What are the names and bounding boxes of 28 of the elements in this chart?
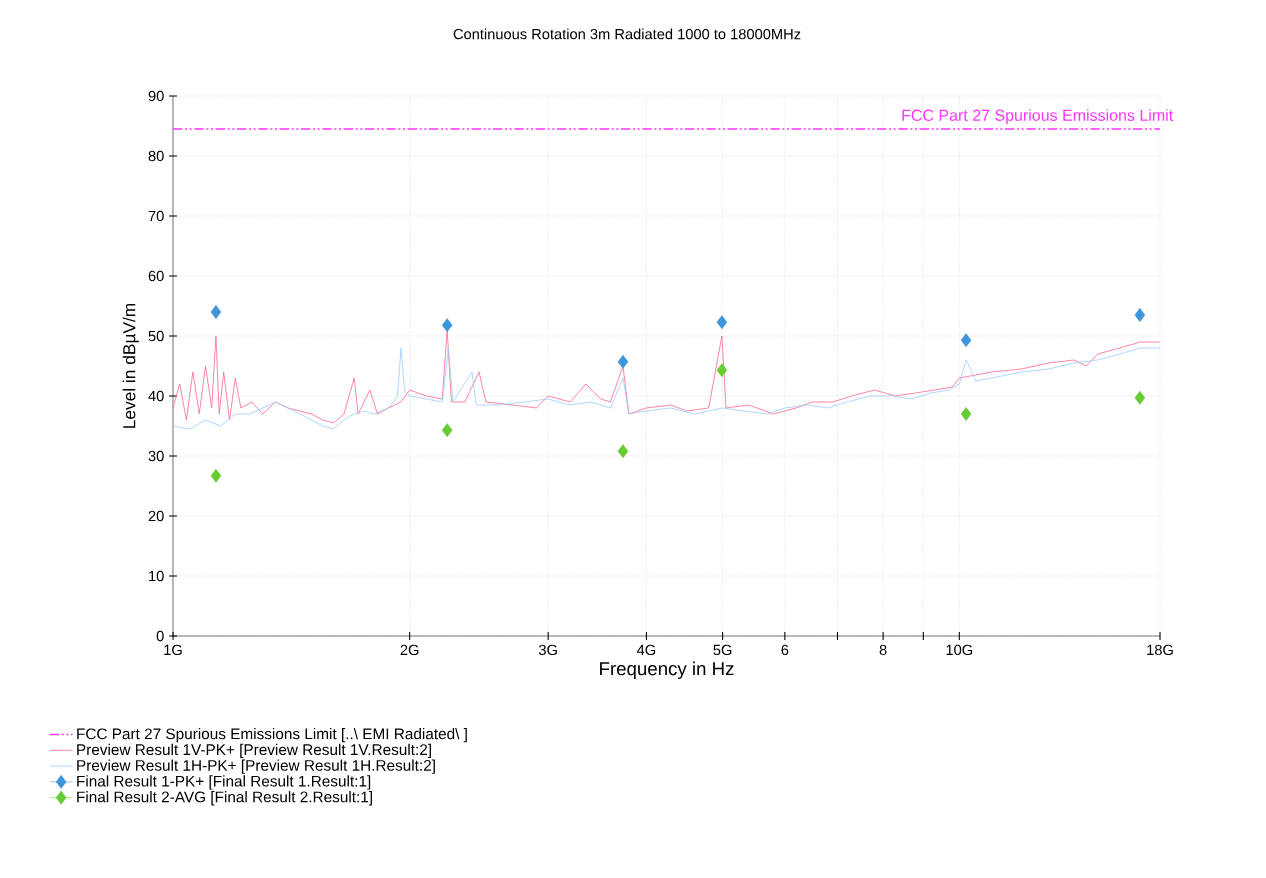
y-tick-label: 20	[148, 510, 164, 522]
y-tick-label: 30	[148, 450, 164, 462]
y-tick-label: 50	[148, 330, 164, 342]
x-tick-label: 18G	[1147, 644, 1173, 656]
x-tick-label: 6	[781, 644, 789, 656]
legend-label: FCC Part 27 Spurious Emissions Limit [..\ EMI Radiated\ ]	[77, 728, 467, 743]
x-tick-label: 3G	[538, 644, 557, 656]
x-tick-label: 8	[879, 644, 887, 656]
x-tick-label: 1G	[164, 644, 182, 656]
y-axis-title: Level in dBµV/m	[122, 303, 139, 428]
legend-label: Final Result 2-AVG [Final Result 2.Result:1]	[77, 791, 372, 806]
legend-label: Final Result 1-PK+ [Final Result 1.Result:1]	[77, 775, 371, 790]
legend-label: Preview Result 1H-PK+ [Preview Result 1H.Result:2]	[77, 759, 435, 774]
y-tick-label: 10	[149, 570, 164, 582]
y-tick-label: 0	[156, 630, 164, 642]
y-tick-label: 90	[148, 90, 164, 102]
x-tick-label: 5G	[713, 644, 732, 656]
chart-title: Continuous Rotation 3m Radiated 1000 to 18000MHz	[453, 28, 801, 40]
y-tick-label: 60	[148, 270, 164, 282]
x-tick-label: 4G	[636, 644, 656, 656]
x-tick-label: 2G	[400, 644, 419, 656]
annotation: FCC Part 27 Spurious Emissions Limit	[902, 109, 1174, 125]
y-tick-label: 70	[148, 210, 164, 222]
legend-label: Preview Result 1V-PK+ [Preview Result 1V.Result:2]	[77, 743, 431, 759]
x-tick-label: 10G	[946, 644, 973, 656]
x-axis-title: Frequency in Hz	[600, 661, 734, 679]
y-tick-label: 80	[148, 150, 164, 162]
y-tick-label: 40	[148, 390, 164, 402]
